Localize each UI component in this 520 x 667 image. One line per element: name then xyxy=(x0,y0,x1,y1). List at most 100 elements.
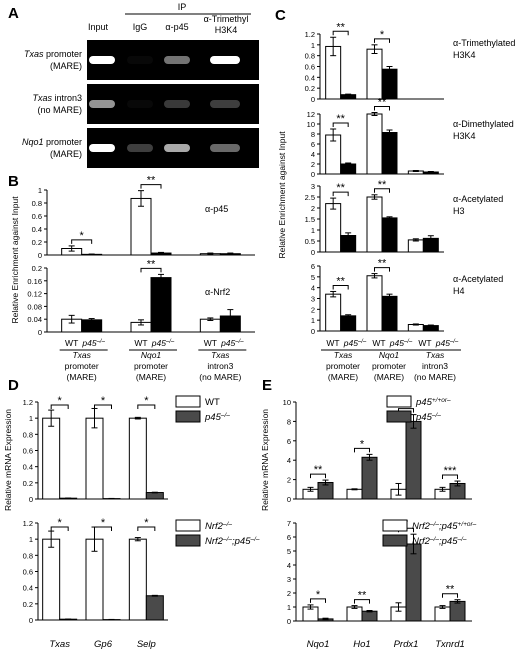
y-tick-label: 6 xyxy=(287,437,291,446)
site-gene: Nqo1 xyxy=(141,350,162,360)
panel-label-c: C xyxy=(275,7,286,24)
y-tick-label: 0.2 xyxy=(23,479,33,488)
legend-text: p45 xyxy=(415,412,433,423)
y-tick-label: 0.5 xyxy=(305,237,315,246)
genotype-wt: WT xyxy=(418,338,431,348)
y-tick-label: 8 xyxy=(287,417,291,426)
significance-label: ** xyxy=(446,584,455,596)
gel-band xyxy=(164,56,190,64)
bar-control xyxy=(366,48,383,100)
y-tick-label: 1 xyxy=(311,316,315,325)
gel-row-label: Txas intron3 xyxy=(32,93,82,103)
e-y-axis-label: Relative mRNA Expression xyxy=(260,409,270,511)
genotype-ko-label: p45 xyxy=(220,338,235,348)
y-tick-label: 2 xyxy=(287,589,291,598)
legend-text: WT xyxy=(205,397,220,408)
chart-title-line1: α-Acetylated xyxy=(453,194,503,204)
y-tick-label: 2 xyxy=(311,305,315,314)
d-y-axis-label: Relative mRNA Expression xyxy=(3,409,13,511)
y-tick-label: 0.6 xyxy=(32,212,42,221)
site-gene: Txas xyxy=(211,350,230,360)
legend-label: Nrf2–/–;p45+/+or– xyxy=(412,521,477,532)
y-tick-label: 0.16 xyxy=(27,277,42,286)
legend-superscript: +/+or– xyxy=(458,521,477,528)
genotype-ko-superscript: –/– xyxy=(449,339,459,345)
y-tick-label: 12 xyxy=(307,110,315,119)
chart-title-line2: H3K4 xyxy=(453,131,476,141)
site-mare: (MARE) xyxy=(136,372,166,382)
panel-label-b: B xyxy=(8,173,19,190)
legend-superscript: +/+or– xyxy=(432,397,451,404)
legend-text: ;p45 xyxy=(232,536,251,547)
y-tick-label: 0 xyxy=(29,495,33,504)
significance-label: ** xyxy=(378,258,387,270)
legend-swatch xyxy=(386,410,412,423)
chart-title-line1: α-Trimethylated xyxy=(453,38,515,48)
significance-label: *** xyxy=(444,465,458,477)
significance-label: ** xyxy=(378,179,387,191)
gel-column-label: H3K4 xyxy=(215,25,238,35)
significance-bracket xyxy=(94,526,112,531)
chart-D-top: 0 0.2 0.4 0.6 0.8 1 1.2 * * * xyxy=(23,395,168,504)
y-tick-label: 4 xyxy=(287,561,291,570)
bar-control xyxy=(42,417,61,500)
legend-swatch xyxy=(175,519,201,532)
y-tick-label: 0.04 xyxy=(27,315,42,324)
genotype-ko-superscript: –/– xyxy=(403,339,413,345)
genotype-ko-label: p45 xyxy=(343,338,358,348)
significance-label: * xyxy=(380,29,385,41)
legend-superscript: –/– xyxy=(222,536,232,543)
y-tick-label: 0 xyxy=(311,170,315,179)
bar-mutant xyxy=(381,295,398,332)
gel-row-label: Txas promoter xyxy=(24,49,82,59)
genotype-ko-label: p45 xyxy=(435,338,450,348)
gel-column-label: α-p45 xyxy=(165,22,188,32)
d-category-label: Selp xyxy=(137,639,156,650)
bar-control xyxy=(128,538,147,621)
y-tick-label: 10 xyxy=(283,398,291,407)
legend-swatch xyxy=(382,519,408,532)
significance-bracket xyxy=(140,267,162,273)
panel-label-e: E xyxy=(262,377,272,394)
significance-bracket xyxy=(374,267,390,272)
genotype-ko-label: p45 xyxy=(151,338,166,348)
chart-C-H3ac: 0 0.5 1 1.5 2 2.5 3 ** ** α-Acetylated H3 xyxy=(305,179,504,257)
chart-B-Nrf2: 0 0.04 0.08 0.12 0.16 0.2 ** α-Nrf2 xyxy=(27,258,255,337)
bar-control xyxy=(366,196,383,253)
legend-text: ;p45 xyxy=(439,536,458,547)
significance-bracket xyxy=(71,239,93,244)
legend-swatch xyxy=(175,395,201,408)
significance-bracket xyxy=(354,599,370,604)
legend-label: p45–/– xyxy=(204,412,230,423)
legend-text: Nrf2 xyxy=(412,536,431,547)
legend-superscript: –/– xyxy=(457,536,467,543)
gel-row-region: promoter xyxy=(43,49,82,59)
bar-mutant xyxy=(449,600,466,622)
legend-text: Nrf2 xyxy=(412,521,431,532)
site-mare: (MARE) xyxy=(374,372,404,382)
significance-bracket xyxy=(332,30,349,36)
y-tick-label: 6 xyxy=(287,533,291,542)
genotype-ko-superscript: –/– xyxy=(165,339,175,345)
y-tick-label: 1 xyxy=(29,414,33,423)
significance-bracket xyxy=(354,447,370,453)
gel-row-sublabel: (no MARE) xyxy=(37,105,82,115)
y-tick-label: 4 xyxy=(311,150,315,159)
site-region: promoter xyxy=(372,361,406,371)
y-tick-label: 1.5 xyxy=(305,215,315,224)
significance-label: ** xyxy=(336,113,345,125)
genotype-ko: p45–/– xyxy=(389,338,413,348)
y-tick-label: 0.8 xyxy=(23,430,33,439)
significance-label: * xyxy=(316,589,321,601)
bar-control xyxy=(434,606,451,622)
y-tick-label: 1 xyxy=(29,535,33,544)
bar-control xyxy=(407,239,424,253)
legend-superscript: –/– xyxy=(429,536,439,543)
significance-bracket xyxy=(442,593,458,598)
y-tick-label: 1.2 xyxy=(305,30,315,39)
legend-superscript: –/– xyxy=(429,521,439,528)
genotype-ko-label: p45 xyxy=(389,338,404,348)
y-tick-label: 2 xyxy=(311,160,315,169)
significance-bracket xyxy=(94,404,112,409)
